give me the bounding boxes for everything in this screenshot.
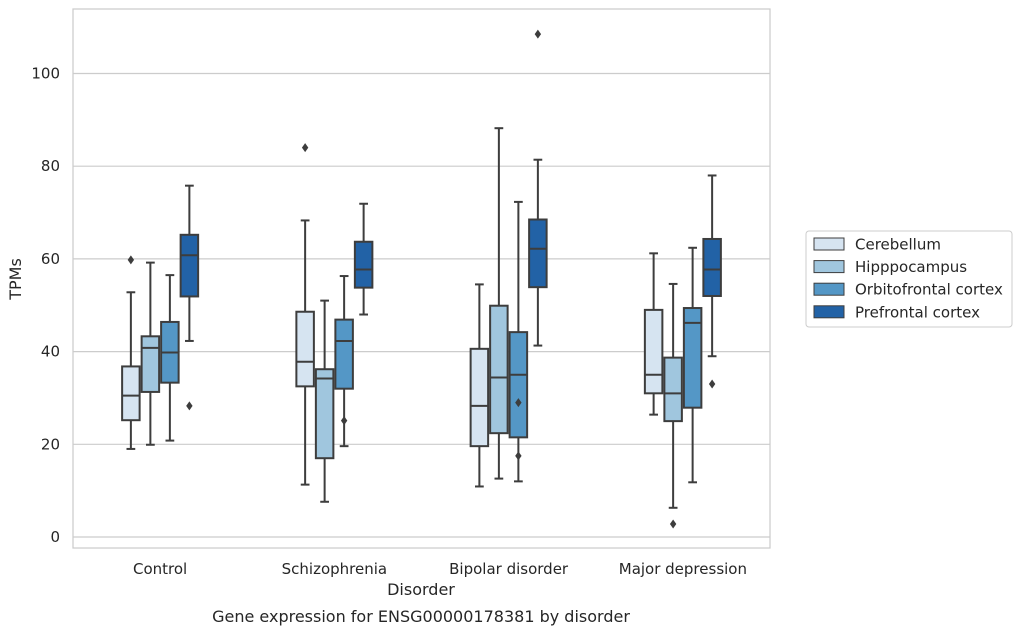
plot-background — [73, 9, 770, 548]
y-tick-label: 40 — [41, 343, 60, 361]
legend-label: Cerebellum — [855, 236, 941, 254]
outlier-point — [534, 29, 542, 39]
box — [663, 356, 683, 423]
y-tick-label: 60 — [41, 250, 60, 268]
series-orbitofrontal-cortex — [160, 200, 703, 484]
outlier-point — [708, 379, 716, 389]
box — [528, 218, 548, 289]
box — [508, 331, 529, 439]
box — [314, 368, 335, 460]
plot-frame — [72, 8, 771, 549]
outlier-point — [301, 143, 309, 153]
legend-label: Prefrontal cortex — [855, 303, 980, 321]
box — [295, 310, 315, 388]
x-axis-label: Disorder — [387, 580, 455, 599]
legend-label: Orbitofrontal cortex — [855, 281, 1003, 299]
y-tick-labels: 0 20 40 60 80 100 — [31, 65, 60, 547]
x-tick-label: Major depression — [619, 560, 747, 578]
outlier-point — [186, 401, 193, 411]
series-prefrontal-cortex — [179, 29, 722, 411]
series-hipppocampus — [140, 127, 683, 529]
chart-caption: Gene expression for ENSG00000178381 by d… — [212, 607, 630, 626]
box — [702, 237, 722, 297]
box — [334, 318, 354, 390]
x-tick-label: Schizophrenia — [282, 560, 387, 578]
legend-swatch — [813, 237, 845, 251]
x-tick-label: Control — [133, 560, 187, 578]
y-tick-label: 0 — [50, 528, 60, 546]
legend-swatch — [813, 282, 845, 296]
legend-frame — [805, 230, 1013, 328]
box — [140, 335, 161, 393]
y-tick-label: 80 — [41, 157, 60, 175]
x-tick-labels: Control Schizophrenia Bipolar disorder Majo… — [133, 560, 747, 578]
legend-swatch — [813, 305, 845, 319]
box — [643, 308, 664, 395]
box — [179, 233, 200, 298]
outlier-point — [127, 255, 135, 265]
y-tick-label: 20 — [41, 435, 60, 453]
box — [121, 365, 141, 422]
box — [353, 240, 374, 289]
legend-swatch — [813, 260, 845, 274]
outlier-point — [515, 398, 522, 408]
y-tick-label: 100 — [31, 65, 60, 83]
box — [682, 307, 703, 409]
box-series — [121, 29, 722, 529]
y-axis-label: TPMs — [6, 258, 25, 301]
box — [489, 304, 509, 435]
outlier-point — [515, 451, 522, 461]
outlier-point — [340, 416, 348, 426]
legend: Cerebellum Hipppocampus Orbitofrontal cort… — [805, 230, 1013, 328]
box — [469, 347, 490, 448]
outlier-point — [669, 519, 677, 529]
legend-items: Cerebellum Hipppocampus Orbitofrontal cort… — [813, 236, 1003, 321]
x-tick-label: Bipolar disorder — [449, 560, 569, 578]
legend-label: Hipppocampus — [855, 258, 967, 276]
series-cerebellum — [121, 143, 664, 488]
